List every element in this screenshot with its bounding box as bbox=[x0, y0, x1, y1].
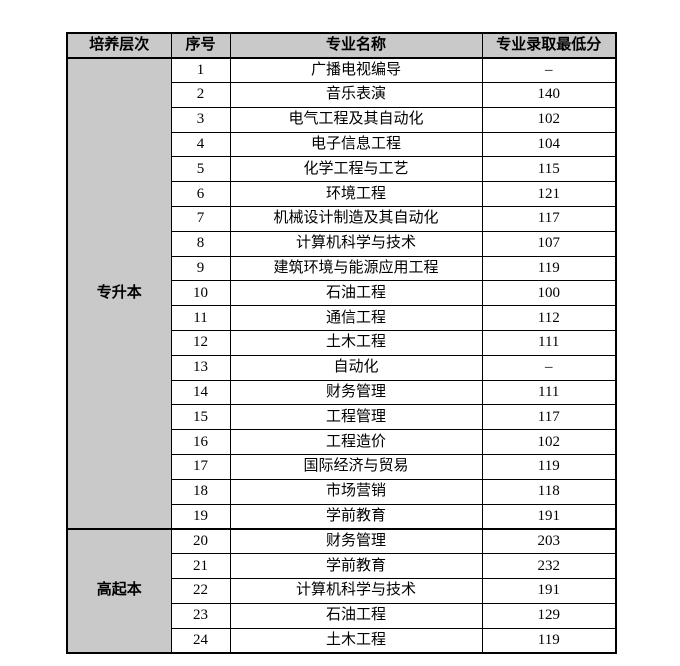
min-score-cell: 191 bbox=[481, 578, 617, 604]
row-number-cell: 9 bbox=[170, 255, 231, 282]
table-row: 15 工程管理 117 bbox=[67, 404, 617, 431]
major-name-cell: 化学工程与工艺 bbox=[229, 156, 483, 183]
table-row: 高起本 20 财务管理 203 bbox=[66, 527, 617, 654]
min-score-cell: 107 bbox=[481, 230, 617, 257]
major-name-cell: 工程造价 bbox=[229, 429, 483, 456]
min-score-cell: – bbox=[481, 354, 617, 381]
header-cell-level: 培养层次 bbox=[66, 32, 172, 59]
row-number-cell: 18 bbox=[170, 478, 231, 505]
min-score-cell: 232 bbox=[481, 553, 617, 580]
major-name-cell: 机械设计制造及其自动化 bbox=[229, 206, 483, 232]
row-number-cell: 17 bbox=[170, 454, 231, 480]
min-score-cell: 102 bbox=[481, 429, 617, 456]
min-score-cell: 115 bbox=[481, 156, 617, 183]
header-cell-no: 序号 bbox=[170, 32, 231, 59]
header-cell-major: 专业名称 bbox=[229, 32, 483, 59]
row-number-cell: 10 bbox=[170, 280, 231, 307]
row-number-cell: 3 bbox=[170, 106, 231, 133]
row-number-cell: 24 bbox=[170, 627, 231, 654]
row-number-cell: 19 bbox=[170, 503, 231, 530]
table-row: 21 学前教育 232 bbox=[67, 553, 617, 580]
major-name-cell: 自动化 bbox=[229, 354, 483, 381]
min-score-cell: 119 bbox=[481, 255, 617, 282]
table-row: 10 石油工程 100 bbox=[67, 280, 617, 307]
major-name-cell: 市场营销 bbox=[229, 478, 483, 505]
min-score-cell: 119 bbox=[481, 454, 617, 480]
major-name-cell: 土木工程 bbox=[229, 627, 483, 654]
table-row: 24 土木工程 119 bbox=[67, 627, 617, 654]
major-name-cell: 计算机科学与技术 bbox=[229, 230, 483, 257]
table-row: 11 通信工程 112 bbox=[67, 305, 617, 332]
row-number-cell: 4 bbox=[170, 131, 231, 158]
admission-score-table: 培养层次 序号 专业名称 专业录取最低分 专升本 1 广播电视编导 –2 音乐表演 140… bbox=[66, 32, 617, 654]
header-cell-score: 专业录取最低分 bbox=[481, 32, 617, 59]
row-number-cell: 12 bbox=[170, 330, 231, 356]
major-name-cell: 石油工程 bbox=[229, 602, 483, 629]
table-row: 3 电气工程及其自动化 102 bbox=[67, 106, 617, 133]
row-number-cell: 7 bbox=[170, 206, 231, 232]
min-score-cell: – bbox=[481, 57, 617, 84]
min-score-cell: 112 bbox=[481, 305, 617, 332]
min-score-cell: 111 bbox=[481, 330, 617, 356]
major-name-cell: 通信工程 bbox=[229, 305, 483, 332]
major-name-cell: 工程管理 bbox=[229, 404, 483, 431]
row-number-cell: 2 bbox=[170, 82, 231, 108]
major-name-cell: 广播电视编导 bbox=[229, 57, 483, 84]
major-name-cell: 电子信息工程 bbox=[229, 131, 483, 158]
major-name-cell: 环境工程 bbox=[229, 181, 483, 208]
min-score-cell: 140 bbox=[481, 82, 617, 108]
min-score-cell: 203 bbox=[481, 527, 617, 555]
min-score-cell: 191 bbox=[481, 503, 617, 530]
major-name-cell: 学前教育 bbox=[229, 553, 483, 580]
level-cell: 专升本 bbox=[66, 57, 172, 530]
table-row: 8 计算机科学与技术 107 bbox=[67, 230, 617, 257]
min-score-cell: 104 bbox=[481, 131, 617, 158]
major-name-cell: 学前教育 bbox=[229, 503, 483, 530]
major-name-cell: 土木工程 bbox=[229, 330, 483, 356]
table-body: 专升本 1 广播电视编导 –2 音乐表演 140 3 电气工程及其自动化 102 4 电子信息工程 1… bbox=[66, 57, 617, 654]
table-row: 6 环境工程 121 bbox=[67, 181, 617, 208]
row-number-cell: 21 bbox=[170, 553, 231, 580]
table-row: 5 化学工程与工艺 115 bbox=[67, 156, 617, 183]
table-row: 19 学前教育 191 bbox=[67, 503, 617, 530]
table-row: 23 石油工程 129 bbox=[67, 602, 617, 629]
row-number-cell: 20 bbox=[170, 527, 231, 555]
major-name-cell: 石油工程 bbox=[229, 280, 483, 307]
admission-score-table-wrap: 培养层次 序号 专业名称 专业录取最低分 专升本 1 广播电视编导 –2 音乐表演 140… bbox=[66, 32, 617, 654]
row-number-cell: 13 bbox=[170, 354, 231, 381]
table-row: 专升本 1 广播电视编导 – bbox=[66, 57, 617, 530]
table-row: 9 建筑环境与能源应用工程 119 bbox=[67, 255, 617, 282]
row-number-cell: 15 bbox=[170, 404, 231, 431]
row-number-cell: 22 bbox=[170, 578, 231, 604]
min-score-cell: 129 bbox=[481, 602, 617, 629]
min-score-cell: 117 bbox=[481, 206, 617, 232]
min-score-cell: 118 bbox=[481, 478, 617, 505]
row-number-cell: 1 bbox=[170, 57, 231, 84]
row-number-cell: 11 bbox=[170, 305, 231, 332]
major-name-cell: 计算机科学与技术 bbox=[229, 578, 483, 604]
major-name-cell: 电气工程及其自动化 bbox=[229, 106, 483, 133]
row-number-cell: 5 bbox=[170, 156, 231, 183]
row-number-cell: 23 bbox=[170, 602, 231, 629]
major-name-cell: 财务管理 bbox=[229, 379, 483, 406]
major-name-cell: 国际经济与贸易 bbox=[229, 454, 483, 480]
level-cell: 高起本 bbox=[66, 527, 172, 654]
row-number-cell: 14 bbox=[170, 379, 231, 406]
table-row: 17 国际经济与贸易 119 bbox=[67, 454, 617, 480]
major-name-cell: 音乐表演 bbox=[229, 82, 483, 108]
major-name-cell: 建筑环境与能源应用工程 bbox=[229, 255, 483, 282]
row-number-cell: 8 bbox=[170, 230, 231, 257]
min-score-cell: 102 bbox=[481, 106, 617, 133]
table-header-row: 培养层次 序号 专业名称 专业录取最低分 bbox=[66, 32, 617, 59]
table-row: 13 自动化 – bbox=[67, 354, 617, 381]
min-score-cell: 121 bbox=[481, 181, 617, 208]
row-number-cell: 16 bbox=[170, 429, 231, 456]
row-number-cell: 6 bbox=[170, 181, 231, 208]
table-row: 22 计算机科学与技术 191 bbox=[67, 578, 617, 604]
min-score-cell: 111 bbox=[481, 379, 617, 406]
min-score-cell: 100 bbox=[481, 280, 617, 307]
major-name-cell: 财务管理 bbox=[229, 527, 483, 555]
min-score-cell: 117 bbox=[481, 404, 617, 431]
min-score-cell: 119 bbox=[481, 627, 617, 654]
